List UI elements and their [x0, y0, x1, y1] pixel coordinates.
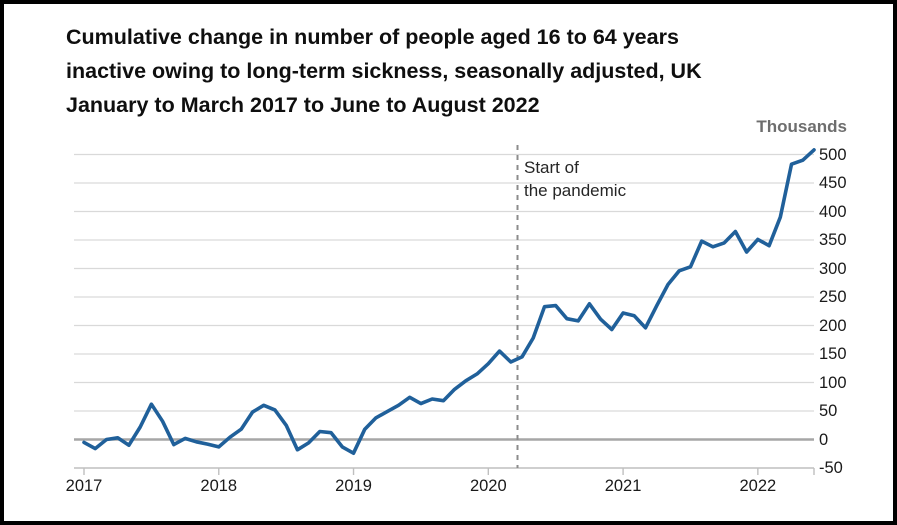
y-axis-tick-label: 100 [819, 373, 847, 392]
chart-title-line-2: inactive owing to long-term sickness, se… [66, 59, 702, 83]
x-axis-tick-label: 2018 [200, 477, 238, 495]
x-axis-tick-label: 2017 [65, 477, 103, 495]
y-axis-tick-label: 500 [819, 145, 847, 164]
chart-title-line-1: Cumulative change in number of people ag… [66, 25, 679, 49]
x-axis-tick-label: 2021 [604, 477, 642, 495]
pandemic-annotation: Start of the pandemic [524, 156, 626, 202]
y-axis-unit-label: Thousands [756, 117, 847, 136]
pandemic-annotation-line-2: the pandemic [524, 181, 627, 200]
pandemic-annotation-line-1: Start of [524, 158, 579, 177]
y-axis-tick-label: -50 [819, 459, 843, 477]
x-axis-tick-label: 2019 [335, 477, 372, 495]
y-axis-tick-label: 300 [819, 259, 847, 278]
y-axis-tick-label: 350 [819, 231, 847, 249]
y-axis-tick-label: 450 [819, 174, 847, 192]
x-axis-tick-label: 2022 [739, 477, 777, 495]
y-axis-tick-label: 250 [819, 288, 847, 306]
y-axis-tick-label: 0 [819, 430, 829, 449]
y-axis-tick-label: 150 [819, 345, 847, 363]
y-axis-tick-label: 200 [819, 316, 847, 335]
chart-title-line-3: January to March 2017 to June to August … [66, 93, 540, 117]
y-axis-tick-label: 50 [819, 402, 838, 420]
x-axis-tick-label: 2020 [469, 477, 507, 495]
y-axis-tick-label: 400 [819, 202, 847, 221]
data-line-long-term-sickness [82, 148, 816, 455]
chart-title: Cumulative change in number of people ag… [66, 20, 856, 122]
